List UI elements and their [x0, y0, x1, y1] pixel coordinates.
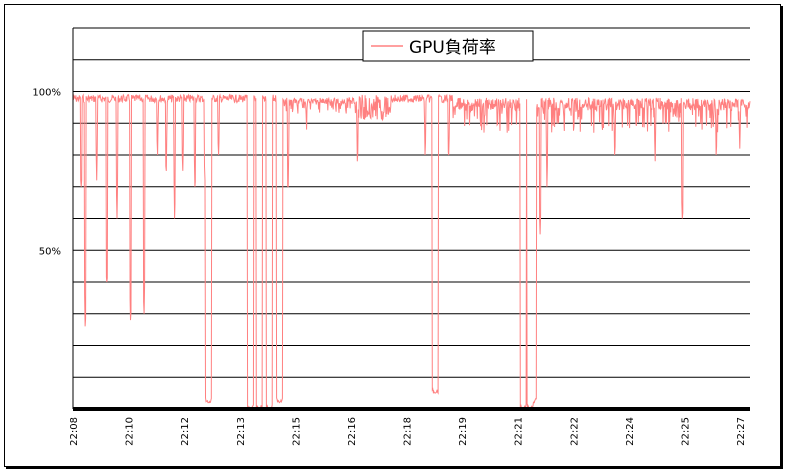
y-tick-label: 50%: [39, 246, 61, 257]
series-layer: [72, 93, 751, 411]
y-tick-label: 100%: [32, 88, 61, 99]
x-tick-label: 22:19: [458, 417, 469, 446]
x-tick-label: 22:18: [403, 417, 414, 446]
chart-frame: [4, 4, 781, 467]
x-tick-label: 22:10: [125, 417, 136, 446]
axis-layer: 50% 100% 22:08 22:10 22:12 22:13 22:15 22:16 22:…: [32, 28, 750, 446]
x-tick-label: 22:24: [625, 417, 636, 446]
x-tick-label: 22:21: [514, 417, 525, 446]
series-line-gpu-load: [72, 93, 751, 411]
x-axis-baseline: [73, 407, 750, 411]
x-tick-label: 22:12: [180, 417, 191, 446]
x-tick-label: 22:15: [291, 417, 302, 446]
x-tick-label: 22:16: [347, 417, 358, 446]
x-tick-label: 22:22: [569, 417, 580, 446]
x-tick-label: 22:25: [680, 417, 691, 446]
x-tick-label: 22:13: [236, 417, 247, 446]
legend: GPU負荷率: [362, 30, 534, 62]
x-tick-label: 22:27: [736, 417, 747, 446]
grid-layer: [73, 27, 750, 378]
x-tick-label: 22:08: [69, 417, 80, 446]
legend-series-name: GPU負荷率: [409, 38, 496, 58]
